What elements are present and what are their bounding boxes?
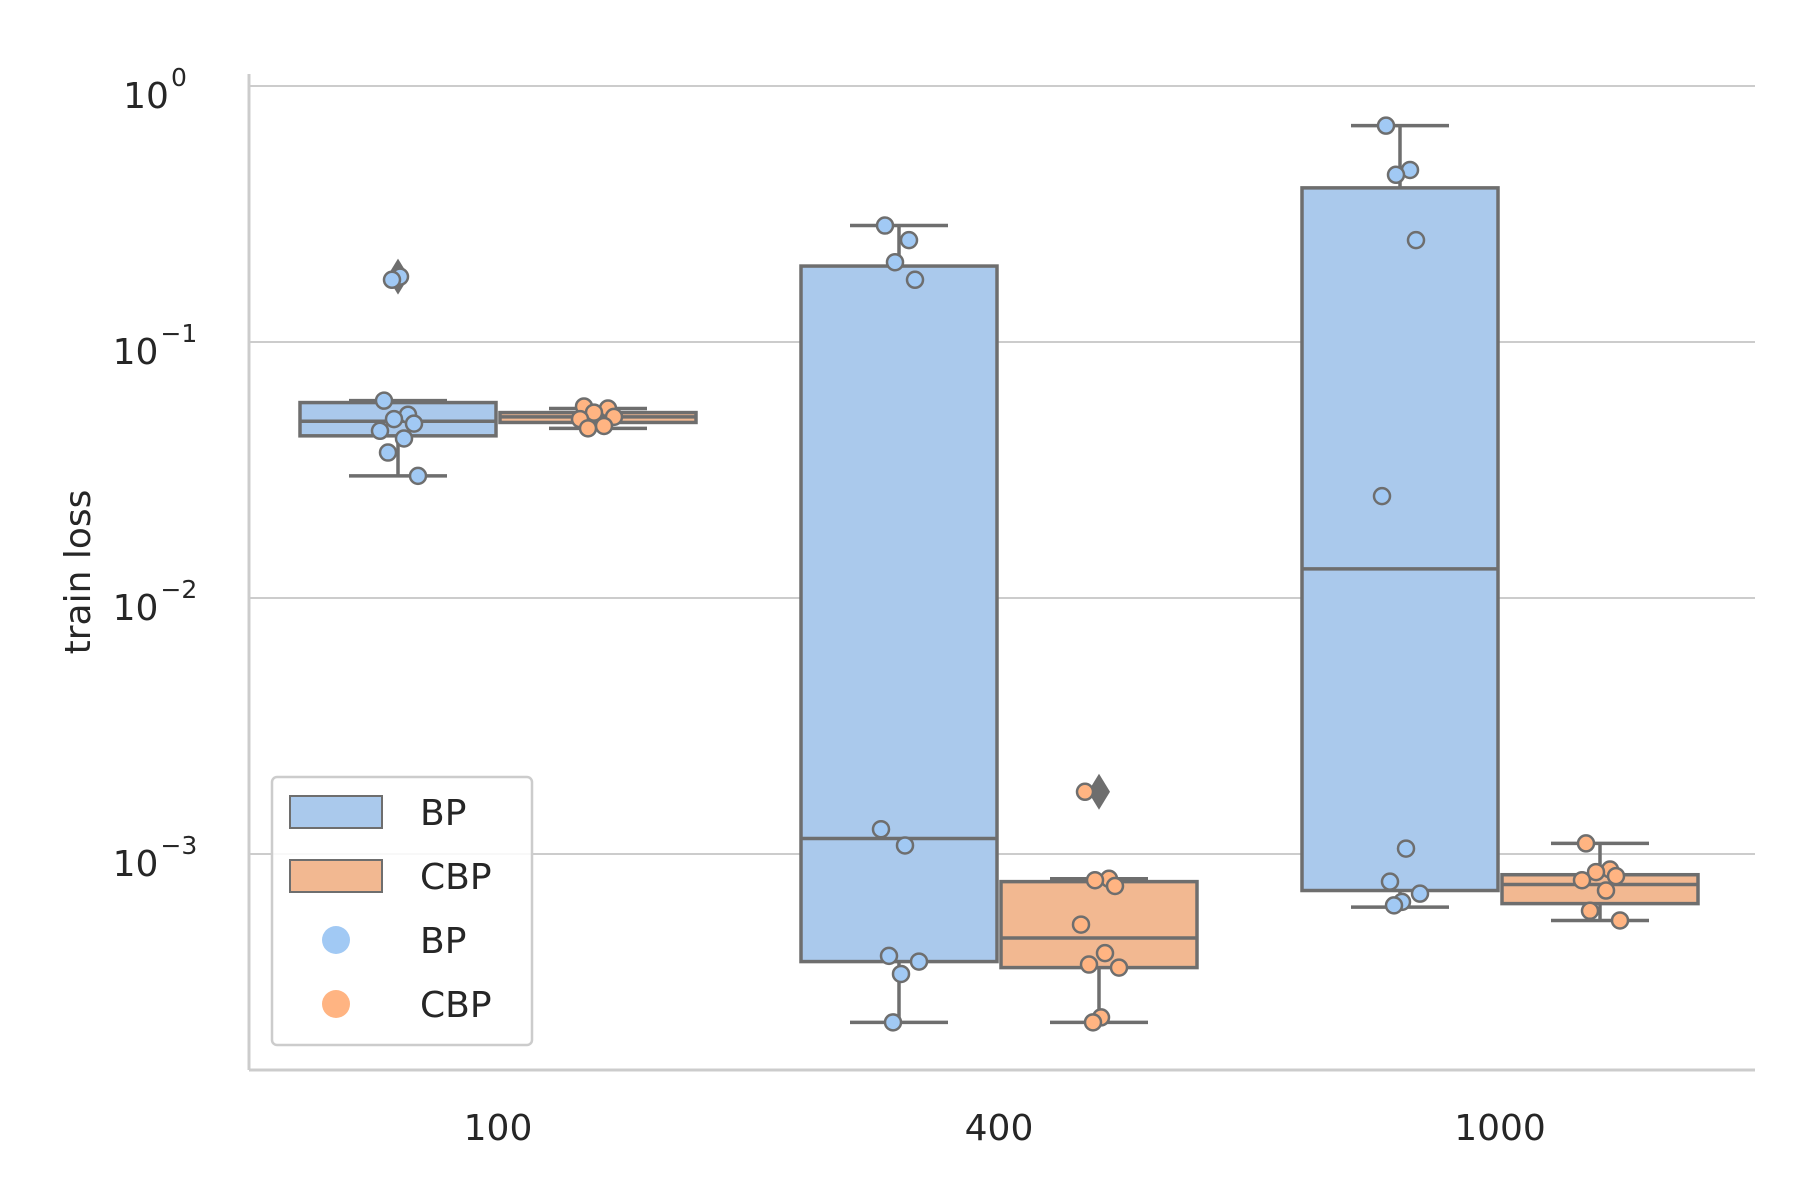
data-point-bp (1386, 165, 1406, 185)
data-point-cbp (1075, 782, 1095, 802)
data-point-cbp (1071, 915, 1091, 934)
data-point-cbp (1572, 870, 1592, 890)
data-point-bp (404, 414, 424, 433)
axes (247, 74, 1755, 1072)
y-tick-label: 10−3 (113, 831, 198, 885)
data-point-cbp (1586, 862, 1606, 882)
legend-swatch-point (322, 926, 350, 954)
data-point-bp (891, 964, 911, 984)
y-tick-label: 10−2 (113, 575, 198, 629)
data-point-bp (1384, 896, 1404, 915)
box-bp-400 (799, 264, 999, 964)
x-tick-label: 100 (464, 1108, 533, 1149)
data-point-cbp (1580, 901, 1600, 921)
x-tick-label: 1000 (1454, 1108, 1546, 1149)
outlier-marker (1088, 773, 1110, 810)
data-point-cbp (594, 416, 614, 436)
data-point-bp (384, 409, 404, 429)
legend-label: CBP (420, 857, 492, 898)
data-point-bp (1380, 872, 1400, 891)
data-point-cbp (1079, 955, 1099, 974)
legend-frame (270, 775, 534, 1047)
y-tick-label: 10−1 (113, 319, 198, 373)
data-point-bp (905, 270, 925, 290)
data-point-bp (899, 230, 919, 250)
data-point-cbp (1085, 870, 1105, 890)
legend-swatch-box (289, 795, 383, 829)
data-point-bp (909, 952, 929, 971)
data-point-bp (1406, 230, 1426, 250)
data-point-cbp (1105, 876, 1125, 896)
data-point-bp (1376, 116, 1396, 135)
box-bp-1000 (1300, 186, 1500, 893)
gridlines (249, 85, 1755, 855)
data-point-cbp (578, 419, 598, 438)
data-point-bp (374, 391, 394, 410)
data-point-cbp (1576, 834, 1596, 853)
legend-label: CBP (420, 985, 492, 1026)
y-axis-label: train loss (58, 490, 99, 655)
data-point-bp (875, 216, 895, 235)
strip-points-layer (370, 116, 1630, 1032)
data-point-cbp (1095, 943, 1115, 963)
y-tick-label: 100 (123, 63, 187, 117)
data-point-bp (895, 836, 915, 855)
data-point-cbp (1596, 881, 1616, 900)
x-tick-label: 400 (965, 1108, 1034, 1149)
data-point-cbp (1109, 958, 1129, 977)
data-point-bp (883, 1013, 903, 1032)
y-tick-labels: 100 10−1 10−2 10−3 (113, 63, 198, 885)
data-point-bp (394, 429, 414, 448)
data-point-bp (1410, 884, 1430, 903)
data-point-bp (885, 252, 905, 272)
data-point-bp (382, 270, 402, 290)
data-point-bp (1396, 839, 1416, 858)
data-point-bp (871, 819, 891, 839)
data-point-bp (370, 421, 390, 441)
data-point-bp (1372, 486, 1392, 506)
legend-label: BP (420, 793, 466, 834)
data-point-bp (378, 443, 398, 462)
data-point-bp (879, 946, 899, 966)
legend-label: BP (420, 921, 466, 962)
legend-swatch-point (322, 990, 350, 1018)
data-point-cbp (1606, 866, 1626, 886)
legend: BP CBP BP CBP (270, 775, 534, 1047)
data-point-cbp (1610, 911, 1630, 930)
x-tick-labels: 100 400 1000 (464, 1108, 1546, 1149)
legend-swatch-box (289, 859, 383, 893)
data-point-bp (408, 466, 428, 486)
data-point-cbp (1083, 1013, 1103, 1032)
